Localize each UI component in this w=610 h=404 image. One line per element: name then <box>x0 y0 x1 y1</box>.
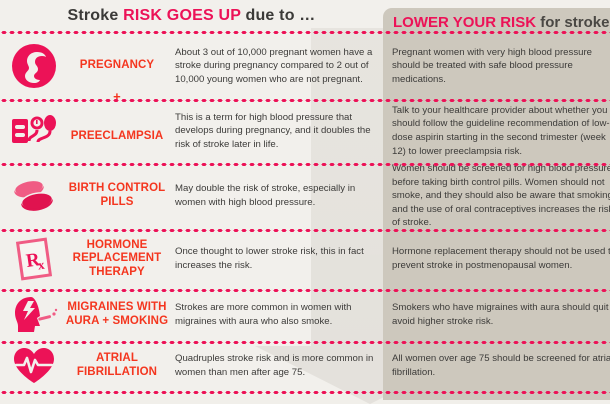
migraine-head-smoking-icon <box>4 290 64 340</box>
divider-dots-4 <box>0 288 610 292</box>
risk-text-atrial-fibrillation: Quadruples stroke risk and is more commo… <box>175 353 374 378</box>
row-birth-control-pills: BIRTH CONTROL PILLS May double the risk … <box>0 164 610 228</box>
divider-dots-6 <box>0 390 610 394</box>
risk-text-hormone-replacement-therapy: Once thought to lower stroke risk, this … <box>175 246 364 271</box>
row-label-atrial-fibrillation: ATRIAL FIBRILLATION <box>76 352 158 378</box>
risk-text-preeclampsia: This is a term for high blood pressure t… <box>175 111 371 150</box>
action-text-hormone-replacement-therapy: Hormone replacement therapy should not b… <box>392 246 610 271</box>
risk-text-migraines-with-aura-smoking: Strokes are more common in women with mi… <box>175 302 352 327</box>
divider-dots-5 <box>0 340 610 344</box>
header-risk-title: Stroke RISK GOES UP due to … <box>0 4 383 28</box>
fetus-in-circle-icon <box>4 34 64 98</box>
row-migraines-with-aura-smoking: MIGRAINES WITH AURA + SMOKING Strokes ar… <box>0 290 610 340</box>
divider-dots-1 <box>0 98 610 102</box>
header-risk-accent: RISK GOES UP <box>123 7 241 24</box>
action-text-migraines-with-aura-smoking: Smokers who have migraines with aura sho… <box>392 302 610 327</box>
row-label-migraines-with-aura-smoking: MIGRAINES WITH AURA + SMOKING <box>65 301 169 327</box>
risk-text-pregnancy: About 3 out of 10,000 pregnant women hav… <box>175 46 373 85</box>
action-text-birth-control-pills: Women should be screened for high blood … <box>392 164 610 228</box>
header: Stroke RISK GOES UP due to … LOWER YOUR … <box>0 0 610 32</box>
header-risk-prefix: Stroke <box>67 7 124 24</box>
row-label-pregnancy: PREGNANCY <box>79 59 155 72</box>
row-label-plus: + <box>113 89 121 105</box>
action-text-preeclampsia: Talk to your healthcare provider about w… <box>392 104 610 157</box>
row-label-birth-control-pills: BIRTH CONTROL PILLS <box>68 182 166 208</box>
divider-dots-3 <box>0 228 610 232</box>
heart-ecg-icon <box>4 342 64 390</box>
row-pregnancy: PREGNANCY About 3 out of 10,000 pregnant… <box>0 34 610 98</box>
divider-dots-2 <box>0 162 610 166</box>
header-lower-suffix: for stroke by… <box>540 13 610 31</box>
row-preeclampsia: + PREECLAMPSIA This is a term for high b… <box>0 89 610 162</box>
lower-risk-panel <box>383 8 610 400</box>
blood-pressure-cuff-icon <box>4 100 64 162</box>
row-hormone-replacement-therapy: R x HORMONE REPLACEMENT THERAPY Once tho… <box>0 230 610 288</box>
row-label-hormone-replacement-therapy: HORMONE REPLACEMENT THERAPY <box>72 238 162 278</box>
row-atrial-fibrillation: ATRIAL FIBRILLATION Quadruples stroke ri… <box>0 342 610 390</box>
rx-prescription-icon: R x <box>4 230 64 288</box>
action-text-atrial-fibrillation: All women over age 75 should be screened… <box>392 353 610 378</box>
risk-text-birth-control-pills: May double the risk of stroke, especiall… <box>175 183 356 208</box>
header-lower-risk-title: LOWER YOUR RISK for stroke by… <box>393 12 610 32</box>
header-risk-suffix: due to … <box>240 7 316 24</box>
action-text-pregnancy: Pregnant women with very high blood pres… <box>392 46 592 85</box>
svg-text:R: R <box>25 249 42 272</box>
header-lower-accent: LOWER YOUR RISK <box>393 13 537 31</box>
divider-dots-0 <box>0 30 610 34</box>
birth-control-pills-icon <box>4 164 64 228</box>
svg-text:x: x <box>37 257 46 273</box>
row-label-preeclampsia: PREECLAMPSIA <box>70 130 164 143</box>
